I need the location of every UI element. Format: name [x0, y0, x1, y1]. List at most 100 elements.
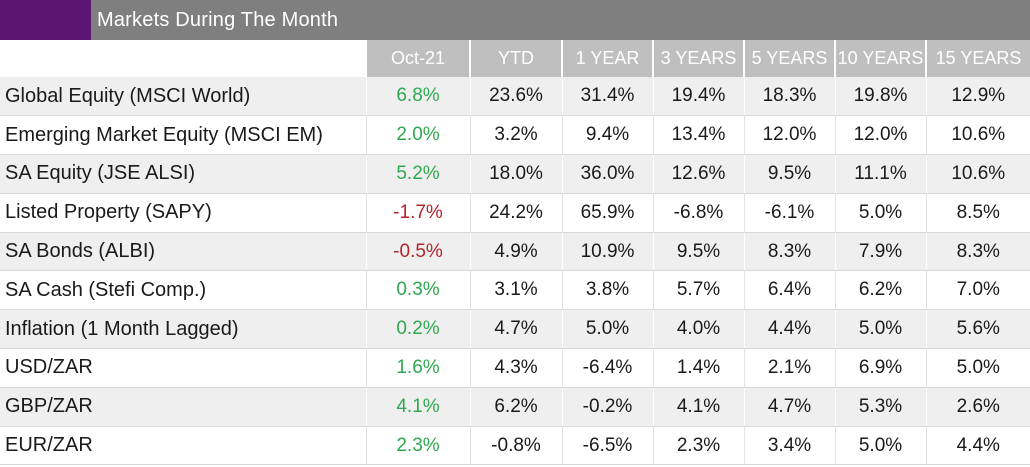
return-cell: 5.7% — [652, 270, 744, 311]
table-row: SA Equity (JSE ALSI) 5.2% 18.0% 36.0% 12.6% 9… — [0, 154, 1030, 194]
return-cell: -0.8% — [469, 426, 562, 466]
return-cell: 12.6% — [652, 154, 744, 194]
column-header: 15 YEARS — [925, 40, 1030, 77]
table-row: Emerging Market Equity (MSCI EM) 2.0% 3.2%… — [0, 115, 1030, 156]
return-cell: 2.6% — [925, 387, 1030, 427]
return-cell: 5.3% — [834, 387, 926, 427]
return-cell: 3.1% — [469, 270, 562, 311]
title-bar: Markets During The Month — [0, 0, 1030, 40]
return-cell: 3.2% — [469, 115, 562, 156]
table-row: SA Cash (Stefi Comp.) 0.3% 3.1% 3.8% 5.7% 6.4… — [0, 270, 1030, 311]
return-cell: 65.9% — [561, 193, 653, 233]
return-cell: 5.0% — [925, 348, 1030, 388]
return-cell: 5.0% — [834, 193, 926, 233]
return-cell: 36.0% — [561, 154, 653, 194]
return-cell: -6.4% — [561, 348, 653, 388]
row-label: Listed Property (SAPY) — [0, 193, 366, 233]
return-cell: 13.4% — [652, 115, 744, 156]
header-blank-cell — [0, 40, 366, 77]
return-cell: 12.0% — [834, 115, 926, 156]
table-row: GBP/ZAR 4.1% 6.2% -0.2% 4.1% 4.7% 5.3% 2.6% — [0, 387, 1030, 427]
return-cell: 6.9% — [834, 348, 926, 388]
return-cell: 5.0% — [834, 426, 926, 466]
table-row: Global Equity (MSCI World) 6.8% 23.6% 31.4%… — [0, 77, 1030, 117]
return-cell: 11.1% — [834, 154, 926, 194]
return-cell: 18.3% — [743, 77, 835, 117]
month-return-cell: -0.5% — [365, 232, 470, 272]
month-return-cell: 5.2% — [365, 154, 470, 194]
return-cell: 5.6% — [925, 309, 1030, 350]
month-return-cell: 6.8% — [365, 77, 470, 117]
return-cell: 4.3% — [469, 348, 562, 388]
row-label: USD/ZAR — [0, 348, 366, 388]
return-cell: 4.4% — [925, 426, 1030, 466]
table-row: SA Bonds (ALBI) -0.5% 4.9% 10.9% 9.5% 8.3% 7.9… — [0, 232, 1030, 272]
return-cell: 3.8% — [561, 270, 653, 311]
title-accent-block — [0, 0, 91, 40]
return-cell: 12.9% — [925, 77, 1030, 117]
return-cell: 24.2% — [469, 193, 562, 233]
return-cell: 8.5% — [925, 193, 1030, 233]
row-label: GBP/ZAR — [0, 387, 366, 427]
return-cell: 8.3% — [743, 232, 835, 272]
month-return-cell: 1.6% — [365, 348, 470, 388]
return-cell: 8.3% — [925, 232, 1030, 272]
column-header: 3 YEARS — [652, 40, 744, 77]
return-cell: -6.5% — [561, 426, 653, 466]
return-cell: 9.5% — [652, 232, 744, 272]
column-header: Oct-21 — [365, 40, 470, 77]
row-label: Emerging Market Equity (MSCI EM) — [0, 115, 366, 156]
month-return-cell: 2.0% — [365, 115, 470, 156]
row-label: EUR/ZAR — [0, 426, 366, 466]
table-row: USD/ZAR 1.6% 4.3% -6.4% 1.4% 2.1% 6.9% 5.0% — [0, 348, 1030, 388]
return-cell: 12.0% — [743, 115, 835, 156]
return-cell: -6.8% — [652, 193, 744, 233]
return-cell: 6.2% — [469, 387, 562, 427]
month-return-cell: 2.3% — [365, 426, 470, 466]
return-cell: 9.4% — [561, 115, 653, 156]
return-cell: 4.1% — [652, 387, 744, 427]
return-cell: 23.6% — [469, 77, 562, 117]
row-label: SA Cash (Stefi Comp.) — [0, 270, 366, 311]
return-cell: 4.0% — [652, 309, 744, 350]
return-cell: 31.4% — [561, 77, 653, 117]
return-cell: 18.0% — [469, 154, 562, 194]
table-row: EUR/ZAR 2.3% -0.8% -6.5% 2.3% 3.4% 5.0% 4.4% — [0, 426, 1030, 466]
page-title: Markets During The Month — [97, 9, 339, 31]
return-cell: 5.0% — [561, 309, 653, 350]
return-cell: 9.5% — [743, 154, 835, 194]
header-row: Oct-21 YTD 1 YEAR 3 YEARS 5 YEARS 10 YEA… — [0, 40, 1030, 77]
return-cell: 10.6% — [925, 154, 1030, 194]
return-cell: 6.2% — [834, 270, 926, 311]
row-label: SA Bonds (ALBI) — [0, 232, 366, 272]
return-cell: 2.1% — [743, 348, 835, 388]
return-cell: 5.0% — [834, 309, 926, 350]
month-return-cell: 4.1% — [365, 387, 470, 427]
return-cell: 7.0% — [925, 270, 1030, 311]
return-cell: 7.9% — [834, 232, 926, 272]
table-row: Listed Property (SAPY) -1.7% 24.2% 65.9% -6.… — [0, 193, 1030, 233]
return-cell: -0.2% — [561, 387, 653, 427]
return-cell: 4.7% — [743, 387, 835, 427]
column-header: 1 YEAR — [561, 40, 653, 77]
return-cell: 3.4% — [743, 426, 835, 466]
month-return-cell: -1.7% — [365, 193, 470, 233]
month-return-cell: 0.3% — [365, 270, 470, 311]
column-header: 5 YEARS — [743, 40, 835, 77]
row-label: SA Equity (JSE ALSI) — [0, 154, 366, 194]
return-cell: 6.4% — [743, 270, 835, 311]
return-cell: 4.9% — [469, 232, 562, 272]
month-return-cell: 0.2% — [365, 309, 470, 350]
row-label: Inflation (1 Month Lagged) — [0, 309, 366, 350]
return-cell: 10.6% — [925, 115, 1030, 156]
row-label: Global Equity (MSCI World) — [0, 77, 366, 117]
return-cell: 4.7% — [469, 309, 562, 350]
return-cell: 19.4% — [652, 77, 744, 117]
table-row: Inflation (1 Month Lagged) 0.2% 4.7% 5.0% 4.… — [0, 309, 1030, 350]
column-header: YTD — [469, 40, 562, 77]
column-header: 10 YEARS — [834, 40, 926, 77]
return-cell: 1.4% — [652, 348, 744, 388]
return-cell: -6.1% — [743, 193, 835, 233]
markets-table: Oct-21 YTD 1 YEAR 3 YEARS 5 YEARS 10 YEA… — [0, 40, 1030, 466]
return-cell: 2.3% — [652, 426, 744, 466]
